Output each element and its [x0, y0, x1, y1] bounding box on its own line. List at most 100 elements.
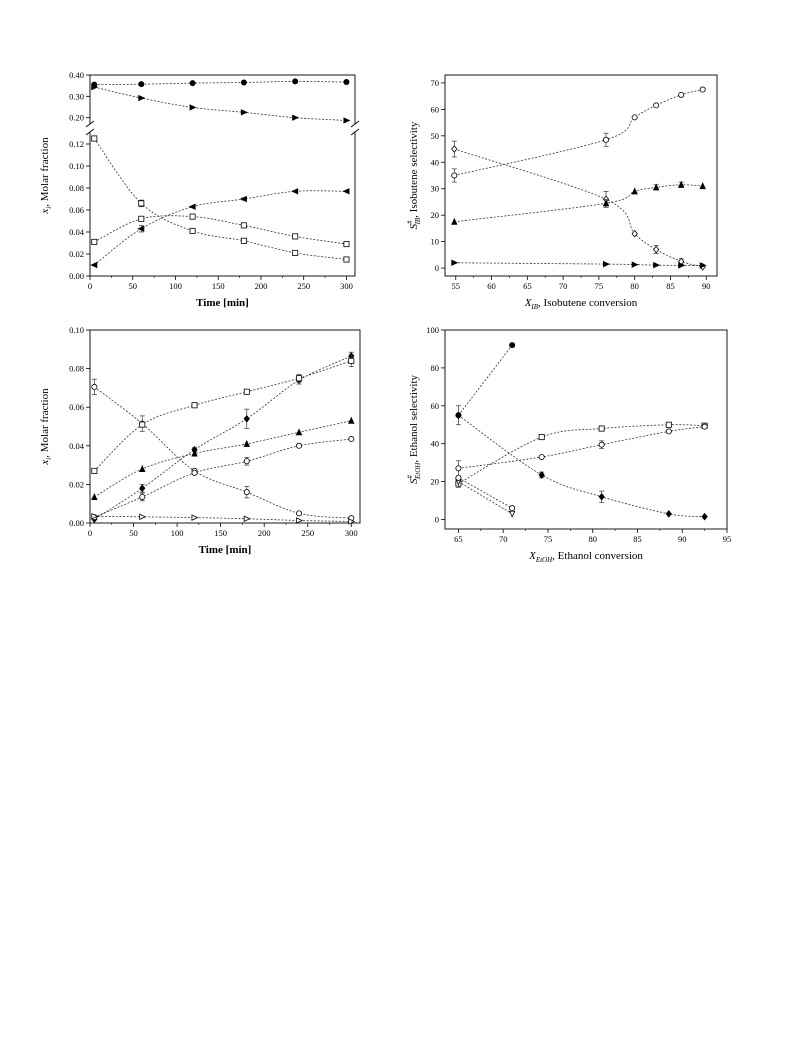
x-tick-label: 85	[666, 281, 675, 291]
y-axis-label-sub: EtOH	[414, 462, 422, 480]
data-point	[631, 229, 638, 238]
data-point	[603, 260, 611, 268]
y-tick-label: 50	[431, 131, 440, 141]
y-tick-label: 0.08	[69, 364, 84, 374]
series-5	[455, 474, 516, 512]
y-tick-label: 0.40	[69, 70, 84, 80]
x-tick-label: 80	[588, 534, 597, 544]
series-4	[91, 436, 355, 521]
x-axis-label: Time [min]	[199, 544, 252, 556]
data-point	[296, 442, 303, 449]
series-line	[94, 80, 347, 85]
series-0	[91, 78, 350, 88]
y-axis-label-text: , Molar fraction	[39, 388, 51, 458]
series-line	[94, 420, 352, 498]
x-axis-label: XIB, Isobutene conversion	[524, 297, 638, 311]
data-point	[653, 261, 661, 269]
y-tick-label: 0.30	[69, 91, 84, 101]
x-tick-label: 90	[678, 534, 687, 544]
series-line	[94, 190, 347, 266]
data-point	[538, 453, 545, 460]
chart-molar-fraction-ethanol-system: 0 50 100 150 200 250 300 0.00 0.02 0.04 0.06 0.08 0.…	[20, 322, 400, 584]
x-tick-label: 300	[345, 528, 358, 538]
x-axis-label: Time [min]	[196, 297, 249, 309]
y-tick-label: 0.02	[69, 249, 84, 259]
plot-frame	[89, 329, 361, 524]
data-point	[91, 135, 98, 142]
data-point	[678, 262, 686, 269]
x-axis-label-text: , Isobutene conversion	[538, 297, 638, 309]
series-3	[91, 416, 355, 500]
data-point	[631, 187, 638, 195]
x-tick-label: 100	[171, 528, 184, 538]
x-tick-label: 65	[523, 281, 532, 291]
y-tick-label: 60	[431, 104, 440, 114]
data-point	[538, 434, 545, 441]
series-2	[451, 180, 706, 225]
data-point	[509, 505, 516, 512]
data-point	[455, 411, 462, 420]
data-point	[701, 512, 708, 521]
data-point	[138, 200, 145, 207]
data-point	[343, 256, 350, 263]
data-point	[343, 79, 350, 86]
data-point	[292, 114, 300, 121]
x-tick-label: 50	[129, 528, 138, 538]
data-point	[677, 180, 685, 188]
axis-break-gap-left	[87, 124, 93, 132]
x-tick-label: 95	[723, 534, 732, 544]
series-line	[454, 184, 703, 223]
y-axis-label-sup: #	[406, 220, 414, 224]
data-point	[91, 83, 99, 91]
x-tick-label: 75	[544, 534, 553, 544]
data-point	[243, 458, 250, 465]
series-line	[94, 215, 347, 245]
data-point	[191, 469, 198, 476]
series-0	[455, 342, 516, 419]
series-line	[94, 515, 352, 522]
data-point	[343, 117, 351, 124]
data-point	[343, 241, 350, 248]
series-3	[455, 423, 708, 477]
x-tick-label: 250	[297, 281, 310, 291]
y-axis-label: xi, Molar fraction	[39, 388, 53, 466]
data-point	[91, 513, 99, 520]
data-point	[296, 375, 303, 382]
data-point	[598, 441, 605, 448]
data-point	[598, 425, 605, 432]
series-0	[91, 378, 355, 522]
y-tick-label: 0.00	[69, 518, 84, 528]
data-point	[699, 262, 707, 269]
data-point	[508, 510, 516, 518]
data-point	[138, 81, 145, 88]
series-line	[94, 355, 352, 520]
y-axis-label-symbol: x	[39, 460, 51, 466]
axis-break-mark-left	[85, 120, 95, 128]
data-point	[451, 172, 458, 179]
y-axis-label: xi, Molar fraction	[39, 137, 53, 215]
x-tick-label: 200	[258, 528, 271, 538]
y-tick-label: 40	[431, 157, 440, 167]
y-tick-label: 10	[431, 237, 440, 247]
x-axis-label-symbol: X	[528, 550, 537, 562]
x-tick-label: 80	[630, 281, 639, 291]
y-axis-label-sub: i	[45, 458, 53, 460]
data-point	[240, 109, 248, 116]
data-point	[189, 227, 196, 234]
x-tick-label: 250	[301, 528, 314, 538]
y-tick-label: 0	[435, 263, 439, 273]
plot-frame	[89, 74, 356, 277]
y-tick-label: 0.04	[69, 441, 85, 451]
data-point	[631, 114, 638, 121]
data-point	[455, 465, 462, 472]
y-axis-label-text: , Ethanol selectivity	[408, 374, 420, 462]
data-point	[451, 259, 459, 267]
series-1	[91, 83, 351, 124]
x-tick-label: 65	[454, 534, 463, 544]
plot-frame	[444, 74, 718, 277]
y-axis-label-sub: IB	[414, 217, 422, 225]
data-point	[292, 249, 299, 256]
series-line	[454, 89, 703, 176]
data-point	[137, 225, 145, 232]
